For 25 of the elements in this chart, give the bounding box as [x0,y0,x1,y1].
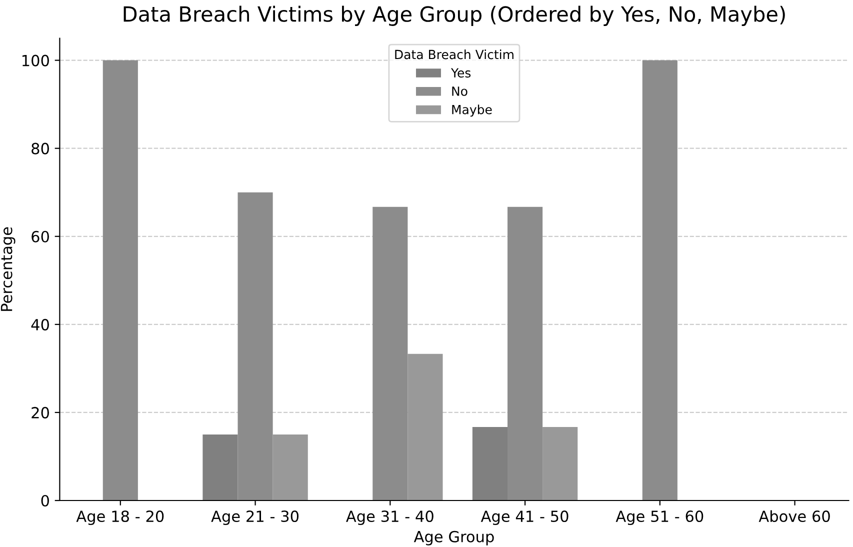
y-tick-label: 40 [31,318,49,330]
y-tick-label: 60 [32,230,49,242]
y-tick-label: 80 [32,142,49,154]
legend-title: Data Breach Victim [395,50,514,60]
y-tick-label: 0 [41,494,49,507]
bar [102,60,138,501]
y-axis-title: Percentage [0,227,16,311]
bar [272,434,308,501]
legend-label: Maybe [452,104,492,117]
bar [408,354,443,501]
x-tick-label: Age 21 - 30 [211,510,299,526]
x-tick-label: Age 51 - 60 [616,510,704,526]
x-tick-label: Age 18 - 20 [76,510,164,526]
legend-label: Yes [450,68,471,78]
x-tick-label: Age 41 - 50 [480,510,568,526]
chart-title: Data Breach Victims by Age Group (Ordered by Yes, No, Maybe) [124,6,785,26]
x-axis-title: Age Group [414,530,494,546]
bar [542,426,578,501]
y-tick-label: 100 [22,54,49,66]
y-tick-label: 20 [32,406,49,418]
bar [642,60,678,501]
bar [372,206,408,501]
x-tick-label: Above 60 [758,510,830,522]
legend-label: No [452,86,468,96]
x-tick-label: Age 31 - 40 [346,510,434,526]
